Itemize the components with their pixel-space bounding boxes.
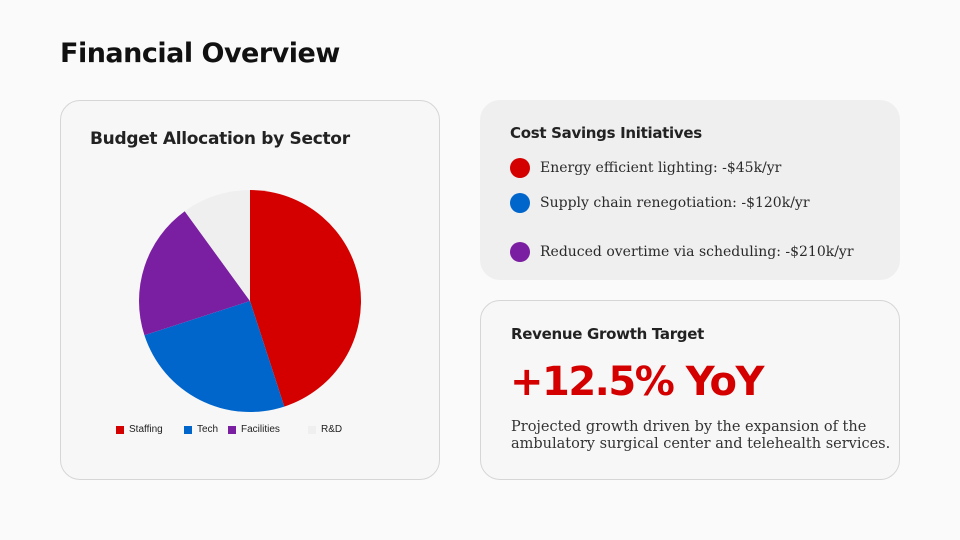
revenue-growth-card: Revenue Growth Target +12.5% YoY Project… xyxy=(480,300,900,480)
growth-description: Projected growth driven by the expansion… xyxy=(511,419,891,452)
bullet-dot-icon xyxy=(510,193,530,213)
legend-item-facilities: Facilities xyxy=(228,424,308,435)
legend-swatch-icon xyxy=(228,425,236,434)
legend-item-staffing: Staffing xyxy=(116,424,184,435)
pie-slice-facilities xyxy=(139,211,250,336)
savings-item: Supply chain renegotiation: -$120k/yr xyxy=(510,193,810,213)
legend-swatch-icon xyxy=(116,425,124,434)
savings-card-title: Cost Savings Initiatives xyxy=(510,124,702,142)
revenue-card-title: Revenue Growth Target xyxy=(511,325,704,343)
savings-item: Reduced overtime via scheduling: -$210k/… xyxy=(510,242,854,262)
budget-allocation-card: Budget Allocation by Sector Staffing Tec… xyxy=(60,100,440,480)
pie-slice-tech xyxy=(144,301,285,412)
page-title: Financial Overview xyxy=(60,38,340,69)
legend-item-tech: Tech xyxy=(184,424,228,435)
growth-metric: +12.5% YoY xyxy=(510,359,764,405)
cost-savings-card: Cost Savings Initiatives Energy efficien… xyxy=(480,100,900,280)
chart-legend: Staffing Tech Facilities R&D xyxy=(116,424,342,435)
savings-item: Energy efficient lighting: -$45k/yr xyxy=(510,158,781,178)
legend-item-rd: R&D xyxy=(308,424,342,435)
bullet-dot-icon xyxy=(510,242,530,262)
legend-swatch-icon xyxy=(308,425,316,434)
pie-slice-staffing xyxy=(250,190,361,407)
pie-slice-rd xyxy=(184,190,250,301)
bullet-dot-icon xyxy=(510,158,530,178)
legend-swatch-icon xyxy=(184,425,192,434)
budget-card-title: Budget Allocation by Sector xyxy=(90,129,350,149)
budget-pie-chart xyxy=(139,190,361,412)
